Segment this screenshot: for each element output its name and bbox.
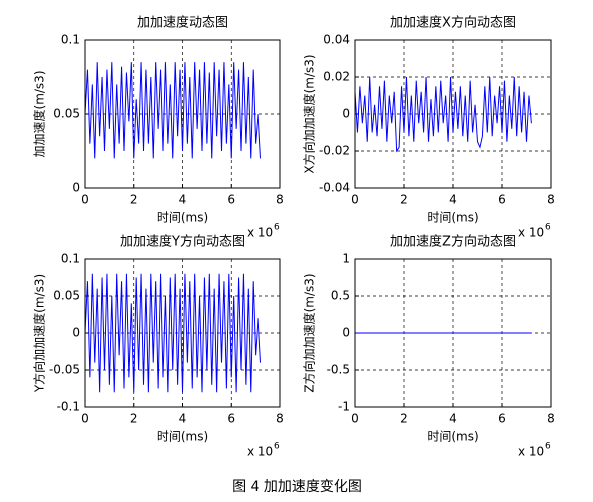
y-tick-label: 0.05 (53, 289, 80, 303)
y-tick-label: -0.04 (319, 181, 350, 195)
x-tick-label: 4 (179, 193, 187, 207)
x-tick-label: 6 (227, 412, 235, 426)
x-multiplier: x 10 (247, 445, 273, 459)
x-tick-label: 2 (130, 412, 138, 426)
x-multiplier: x 10 (518, 226, 544, 240)
x-tick-label: 4 (449, 412, 457, 426)
y-tick-label: 1 (342, 252, 350, 266)
axes-frame (84, 39, 281, 189)
x-tick-label: 6 (498, 193, 506, 207)
y-tick-label: -0.05 (49, 363, 80, 377)
x-exponent: 6 (274, 442, 280, 452)
x-tick-label: 0 (351, 412, 359, 426)
axes-frame (354, 39, 552, 189)
x-tick-label: 8 (276, 412, 284, 426)
x-tick-label: 4 (179, 412, 187, 426)
x-tick-label: 0 (81, 193, 89, 207)
subplot-title: 加加速度Z方向动态图 (390, 234, 516, 250)
y-tick-label: 0.05 (53, 107, 80, 121)
x-tick-label: 0 (81, 412, 89, 426)
y-axis-label: X方向加加速度(m/s3) (302, 54, 317, 173)
y-tick-label: -0.5 (327, 363, 350, 377)
y-tick-label: 0 (342, 107, 350, 121)
x-axis-label: 时间(ms) (157, 211, 208, 225)
x-tick-label: 2 (400, 193, 408, 207)
x-tick-label: 2 (400, 412, 408, 426)
x-tick-label: 8 (547, 193, 555, 207)
x-multiplier: x 10 (247, 226, 273, 240)
subplot: 0 2 4 6 8 -0.04 -0.02 0 0.02 0.04 加加速度X方向动态图时间(ms)… (302, 15, 555, 240)
subplot-title: 加加速度Y方向动态图 (120, 234, 245, 250)
x-exponent: 6 (545, 442, 551, 452)
y-tick-label: 0 (72, 326, 80, 340)
x-tick-label: 6 (498, 412, 506, 426)
x-multiplier: x 10 (518, 445, 544, 459)
x-tick-label: 8 (276, 193, 284, 207)
x-axis-label: 时间(ms) (427, 211, 478, 225)
caption: 图 4 加加速度变化图 (232, 479, 362, 495)
y-axis-label: 加加速度(m/s3) (32, 71, 47, 158)
y-tick-label: 0.1 (61, 252, 80, 266)
axes-frame (84, 258, 281, 408)
x-tick-label: 4 (449, 193, 457, 207)
y-tick-label: -0.1 (57, 400, 80, 414)
y-tick-label: 0.5 (331, 289, 350, 303)
x-tick-label: 6 (227, 193, 235, 207)
y-axis-label: Z方向加加速度(m/s3) (302, 273, 317, 392)
data-line (84, 62, 261, 159)
x-axis-label: 时间(ms) (157, 430, 208, 444)
axes-frame (354, 258, 552, 408)
y-tick-label: 0.02 (323, 70, 350, 84)
y-tick-label: 0.1 (61, 33, 80, 47)
x-axis-label: 时间(ms) (427, 430, 478, 444)
y-tick-label: 0 (342, 326, 350, 340)
y-tick-label: 0.04 (323, 33, 350, 47)
x-tick-label: 8 (547, 412, 555, 426)
x-exponent: 6 (274, 223, 280, 233)
x-tick-label: 0 (351, 193, 359, 207)
x-tick-label: 2 (130, 193, 138, 207)
y-tick-label: -1 (338, 400, 350, 414)
subplot-title: 加加速度X方向动态图 (390, 15, 516, 31)
data-line (84, 273, 261, 393)
y-tick-label: -0.02 (319, 144, 350, 158)
subplot-title: 加加速度动态图 (137, 15, 228, 31)
y-tick-label: 0 (72, 181, 80, 195)
x-exponent: 6 (545, 223, 551, 233)
data-line (354, 76, 532, 153)
y-axis-label: Y方向加加速度(m/s3) (32, 274, 47, 393)
